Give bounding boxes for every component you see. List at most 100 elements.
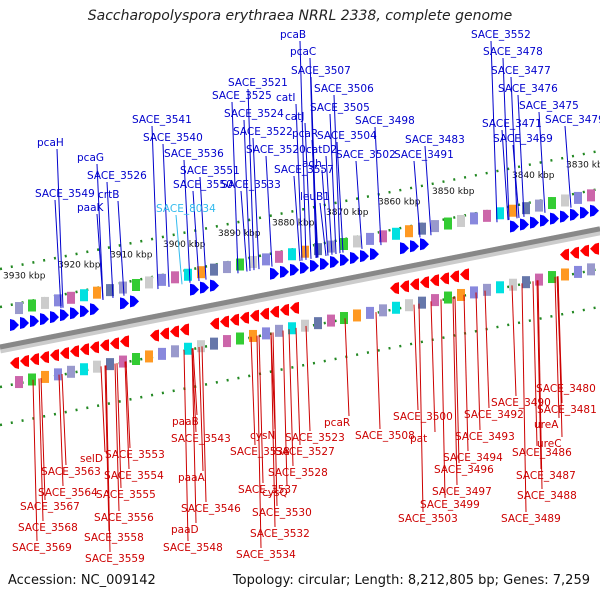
feature-block <box>522 276 530 289</box>
reverse-gene-arrow <box>460 268 469 281</box>
forward-gene-arrow <box>370 248 379 261</box>
feature-block <box>54 368 62 381</box>
forward-label-leader <box>293 175 301 262</box>
feature-block <box>288 322 296 335</box>
feature-block <box>418 222 426 235</box>
forward-gene-arrow <box>280 265 289 278</box>
reverse-gene-label: SACE_3486 <box>512 447 572 459</box>
reverse-gene-label: SACE_3564 <box>38 487 98 499</box>
forward-label-leader <box>117 200 125 296</box>
forward-gene-label: SACE_3506 <box>314 83 374 95</box>
forward-gene-arrow <box>200 281 209 294</box>
forward-gene-arrow <box>130 295 139 308</box>
reverse-gene-arrow <box>440 272 449 285</box>
reverse-gene-arrow <box>10 357 19 370</box>
feature-block <box>106 358 114 371</box>
feature-block <box>67 291 75 304</box>
reverse-label-leader <box>192 348 198 416</box>
reverse-gene-label: ureA <box>534 419 559 431</box>
feature-block <box>561 268 569 281</box>
forward-gene-label: SACE_3541 <box>132 114 192 126</box>
forward-gene-label: paaK <box>77 202 105 214</box>
feature-block <box>535 199 543 212</box>
reverse-gene-label: SACE_3555 <box>96 489 156 501</box>
reverse-gene-label: selD <box>80 453 103 465</box>
reverse-gene-label: SACE_3556 <box>94 512 154 524</box>
reverse-label-leader <box>183 349 189 542</box>
reverse-gene-label: SACE_3563 <box>41 466 101 478</box>
kbp-tick-label: 3870 kbp <box>326 208 369 218</box>
feature-block <box>470 286 478 299</box>
forward-label-leader <box>56 148 64 308</box>
reverse-label-leader <box>191 348 197 524</box>
forward-label-leader <box>183 159 191 283</box>
feature-block <box>509 204 517 217</box>
feature-block <box>262 253 270 266</box>
reverse-gene-arrow <box>570 246 579 259</box>
feature-block <box>106 284 114 297</box>
reverse-label-leader <box>270 332 276 528</box>
forward-gene-label: pcaB <box>280 29 306 41</box>
forward-gene-arrow <box>90 303 99 316</box>
reverse-gene-label: SACE_3546 <box>181 503 241 515</box>
forward-gene-arrow <box>580 206 589 219</box>
forward-gene-arrow <box>550 212 559 225</box>
forward-gene-label: SACE_3479 <box>545 114 600 126</box>
feature-block <box>483 283 491 296</box>
feature-block <box>262 327 270 340</box>
reverse-gene-label: SACE_3569 <box>12 542 72 554</box>
reverse-gene-label: cysN <box>250 430 275 442</box>
feature-block <box>353 235 361 248</box>
feature-block <box>548 197 556 210</box>
forward-label-leader <box>175 214 183 285</box>
forward-gene-label: SACE_3552 <box>471 29 531 41</box>
forward-label-leader <box>333 94 341 254</box>
forward-label-leader <box>243 119 251 271</box>
feature-block <box>158 347 166 360</box>
feature-block <box>574 191 582 204</box>
reverse-gene-arrow <box>590 242 599 255</box>
reverse-label-leader <box>430 301 436 433</box>
reverse-gene-arrow <box>560 248 569 261</box>
forward-label-leader <box>490 40 498 223</box>
feature-block <box>470 212 478 225</box>
reverse-label-leader <box>258 335 264 484</box>
reverse-gene-label: SACE_3494 <box>443 452 503 464</box>
reverse-gene-arrow <box>290 301 299 314</box>
kbp-tick-label: 3910 kbp <box>110 250 153 260</box>
forward-gene-arrow <box>330 255 339 268</box>
feature-block <box>301 245 309 258</box>
forward-gene-label: SACE_3478 <box>483 46 543 58</box>
feature-block <box>41 370 49 383</box>
feature-block <box>210 263 218 276</box>
reverse-label-leader <box>124 361 130 470</box>
reverse-label-leader <box>557 276 563 438</box>
forward-label-leader <box>336 141 344 253</box>
reverse-gene-arrow <box>450 270 459 283</box>
feature-block <box>340 238 348 251</box>
forward-gene-label: SACE_3525 <box>212 90 272 102</box>
forward-gene-label: SACE_8034 <box>156 203 216 215</box>
reverse-gene-arrow <box>180 323 189 336</box>
feature-block <box>145 350 153 363</box>
reverse-label-leader <box>100 366 106 453</box>
forward-gene-label: pcaC <box>290 46 316 58</box>
accession-text: Accession: NC_009142 <box>8 573 156 588</box>
forward-label-leader <box>106 181 114 298</box>
forward-gene-label: SACE_3533 <box>221 179 281 191</box>
feature-block <box>132 278 140 291</box>
feature-block <box>184 342 192 355</box>
reverse-label-leader <box>198 346 204 472</box>
forward-gene-arrow <box>410 240 419 253</box>
feature-block <box>223 261 231 274</box>
forward-label-leader <box>319 202 327 257</box>
reverse-gene-arrow <box>390 282 399 295</box>
reverse-label-leader <box>536 280 542 470</box>
reverse-gene-arrow <box>280 303 289 316</box>
reverse-gene-arrow <box>400 280 409 293</box>
reverse-gene-arrow <box>50 349 59 362</box>
reverse-gene-arrow <box>20 355 29 368</box>
backbone <box>0 226 600 350</box>
feature-block <box>67 365 75 378</box>
forward-gene-label: SACE_3540 <box>143 132 203 144</box>
